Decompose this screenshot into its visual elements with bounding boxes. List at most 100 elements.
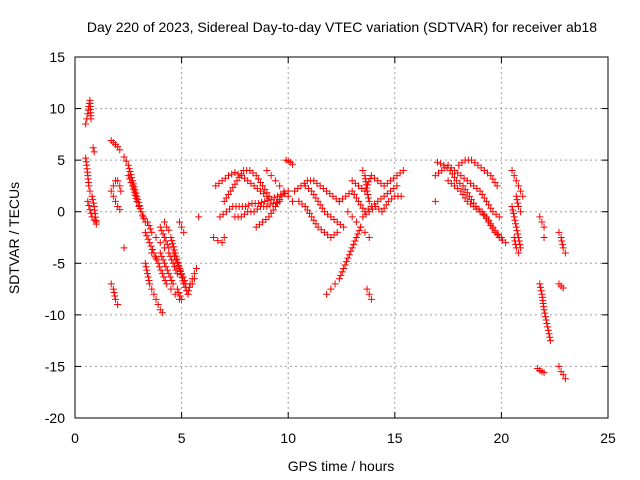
data-point [87,209,95,217]
data-point [218,239,226,247]
data-point [171,290,179,298]
data-point [502,239,510,247]
series-seg-c [84,197,100,226]
data-point [175,264,183,272]
series-seg-f [107,177,125,195]
series-seg-ag [301,182,348,231]
data-point [185,287,193,295]
data-point [276,182,284,190]
data-point [143,232,151,240]
data-point [555,228,563,236]
series-seg-i [120,244,128,252]
data-point [165,226,173,234]
data-point [132,194,140,202]
data-point [228,170,236,178]
data-point [513,227,521,235]
series-seg-k [124,172,143,211]
data-point [514,203,522,211]
data-point [176,292,184,300]
data-point [140,215,148,223]
series-seg-au [508,203,525,252]
data-point [145,221,153,229]
data-point [165,270,173,278]
series-seg-y [216,189,288,221]
data-point [188,280,196,288]
data-point [536,213,544,221]
grid-lines [75,57,608,418]
data-point [107,187,115,195]
series-seg-am [363,285,375,303]
y-tick-label: -5 [53,255,66,271]
data-point [348,244,356,252]
data-point [541,313,549,321]
data-point [355,227,363,235]
data-point [162,263,170,271]
data-point [365,197,373,205]
data-point [143,218,151,226]
data-point [185,283,193,291]
data-point [148,246,156,254]
x-tick-label: 15 [387,430,403,446]
series-seg-v [195,213,203,221]
data-point [116,182,124,190]
data-point [111,292,119,300]
data-point [352,234,360,241]
data-point [177,271,185,279]
data-point [331,280,339,288]
data-point [517,187,525,195]
data-point [152,295,160,303]
data-point [152,234,160,241]
data-point [161,259,169,267]
series-seg-aj [344,208,373,241]
data-point [175,289,183,297]
data-point [510,213,518,221]
data-point [184,290,192,298]
data-point [393,182,401,190]
y-tick-label: 15 [49,49,65,65]
series-seg-ad [282,156,296,168]
series-seg-x [212,169,271,200]
data-point [519,192,527,200]
data-point [193,264,201,272]
data-point [170,246,178,254]
data-point [82,154,90,162]
series-seg-ay [540,234,548,241]
series-seg-d [89,144,98,156]
data-point [557,234,565,241]
data-point [154,301,162,309]
data-point [258,198,266,206]
data-point [511,237,519,245]
series-seg-av [510,234,522,257]
data-point [86,187,94,195]
data-point [116,146,124,154]
data-point [145,276,153,284]
data-point [124,161,132,169]
data-point [512,240,520,248]
data-point [135,203,143,211]
series-seg-w [210,234,228,247]
data-point [365,290,373,298]
data-point [89,144,97,152]
data-point [509,209,517,217]
data-point [124,172,132,180]
data-point [180,228,188,236]
data-point [139,211,147,219]
series-seg-as [431,197,439,205]
data-point [363,187,371,195]
data-point [158,227,166,235]
data-point [143,266,151,274]
data-point [265,192,273,200]
data-point [399,166,407,174]
data-point [120,153,128,161]
data-point [129,185,137,193]
data-point [561,375,569,383]
data-point [341,261,349,269]
data-point [541,309,549,317]
data-point [110,289,118,297]
series-seg-az [536,280,554,345]
data-point [337,271,345,279]
data-point [156,239,164,247]
series-seg-ba [534,364,548,377]
data-point [508,166,516,174]
data-point [512,223,520,231]
